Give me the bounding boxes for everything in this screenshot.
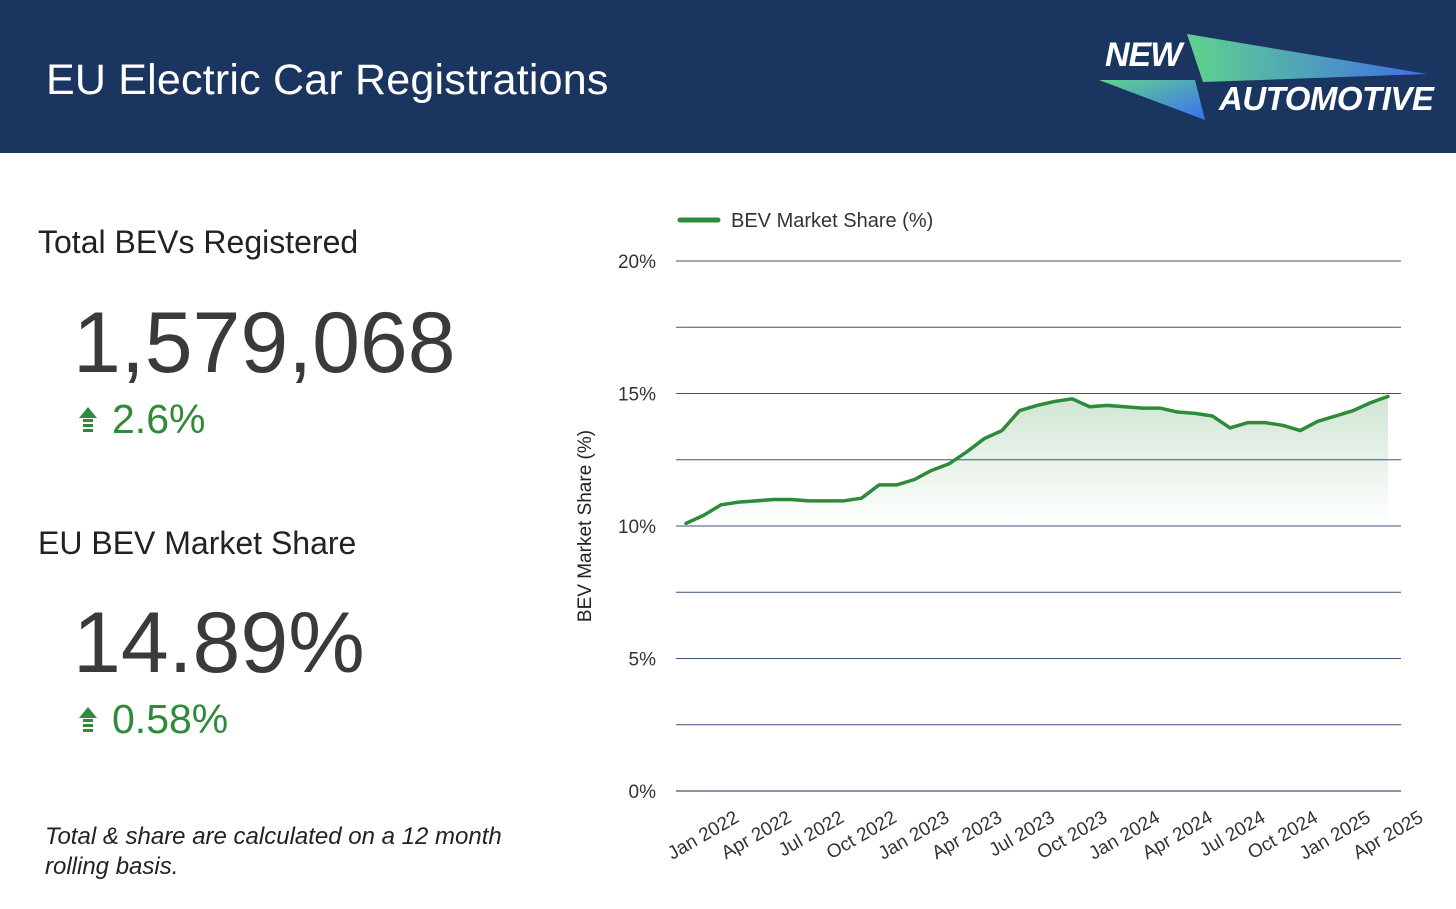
y-tick-label: 20% [618,252,656,273]
arrow-up-icon [79,706,97,732]
y-tick-label: 5% [629,650,657,671]
total-bevs-change: 2.6% [78,396,205,443]
y-axis-title: BEV Market Share (%) [575,430,596,622]
page-title: EU Electric Car Registrations [46,56,609,104]
svg-text:AUTOMOTIVE: AUTOMOTIVE [1218,80,1435,117]
series-line [684,394,1390,526]
svg-text:NEW: NEW [1105,36,1185,74]
y-tick-label: 0% [629,782,657,803]
market-share-change-value: 0.58% [112,696,229,742]
total-bevs-change-value: 2.6% [112,396,206,442]
total-bevs-value: 1,579,068 [73,295,456,391]
y-tick-label: 10% [618,517,656,538]
market-share-value: 14.89% [73,595,365,691]
arrow-up-icon [79,406,97,432]
y-tick-label: 15% [618,385,656,406]
total-bevs-label: Total BEVs Registered [38,224,359,260]
header-bar: EU Electric Car Registrations NEW AUTOMO… [0,0,1456,153]
series-area [686,396,1388,526]
new-automotive-logo: NEW AUTOMOTIVE [1099,34,1435,120]
footnote: Total & share are calculated on a 12 mon… [45,823,502,880]
legend-label: BEV Market Share (%) [731,210,933,232]
market-share-change: 0.58% [78,696,228,743]
market-share-label: EU BEV Market Share [38,525,357,561]
